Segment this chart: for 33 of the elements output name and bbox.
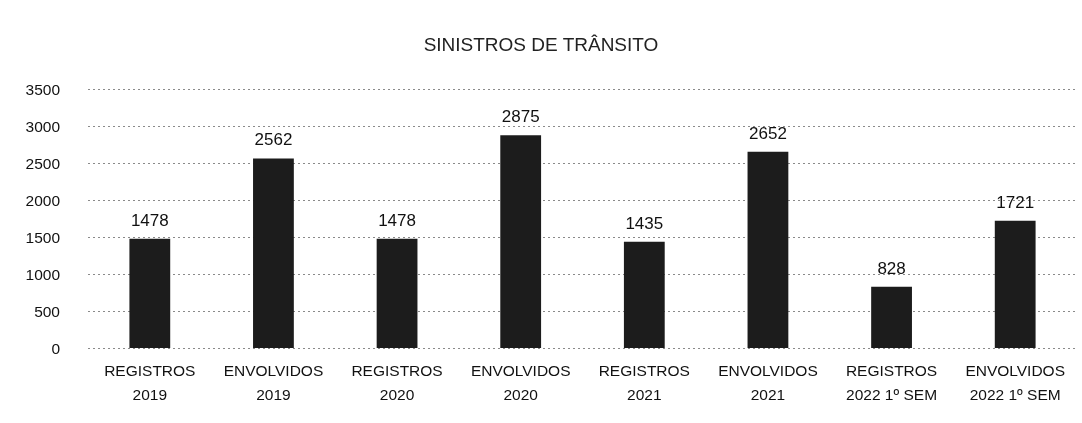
y-tick-label: 500 (34, 302, 61, 320)
x-tick-label: ENVOLVIDOS 2022 1º SEM (965, 361, 1066, 403)
data-label: 2875 (501, 107, 540, 127)
data-label: 1435 (625, 213, 664, 233)
y-tick-label: 2000 (25, 191, 61, 209)
y-tick-label: 3500 (25, 80, 61, 98)
x-tick-label: ENVOLVIDOS 2020 (470, 361, 571, 403)
bar (376, 238, 418, 348)
bar (871, 286, 912, 348)
bar (623, 241, 665, 348)
y-tick-label: 1500 (25, 228, 61, 246)
data-label: 2562 (254, 130, 293, 150)
bar (994, 220, 1036, 348)
bar (747, 151, 789, 348)
y-tick-label: 3000 (25, 117, 61, 135)
x-tick-label: ENVOLVIDOS 2019 (223, 361, 324, 403)
chart-title: SINISTROS DE TRÂNSITO (423, 34, 659, 55)
data-label: 1721 (996, 192, 1035, 212)
y-tick-label: 1000 (25, 265, 61, 283)
data-label: 1478 (130, 210, 169, 230)
x-tick-label: REGISTROS 2021 (598, 361, 690, 403)
bar (500, 135, 542, 348)
y-tick-label: 2500 (25, 154, 61, 172)
x-tick-label: ENVOLVIDOS 2021 (718, 361, 818, 403)
data-label: 1478 (378, 210, 416, 230)
bar (129, 238, 171, 348)
x-tick-label: REGISTROS 2022 1º SEM (845, 361, 938, 403)
x-tick-label: REGISTROS 2019 (104, 361, 196, 403)
y-tick-label: 0 (51, 339, 61, 357)
data-label: 828 (877, 258, 906, 278)
x-tick-label: REGISTROS 2020 (351, 361, 443, 403)
bar (253, 158, 294, 348)
data-label: 2652 (749, 123, 787, 143)
